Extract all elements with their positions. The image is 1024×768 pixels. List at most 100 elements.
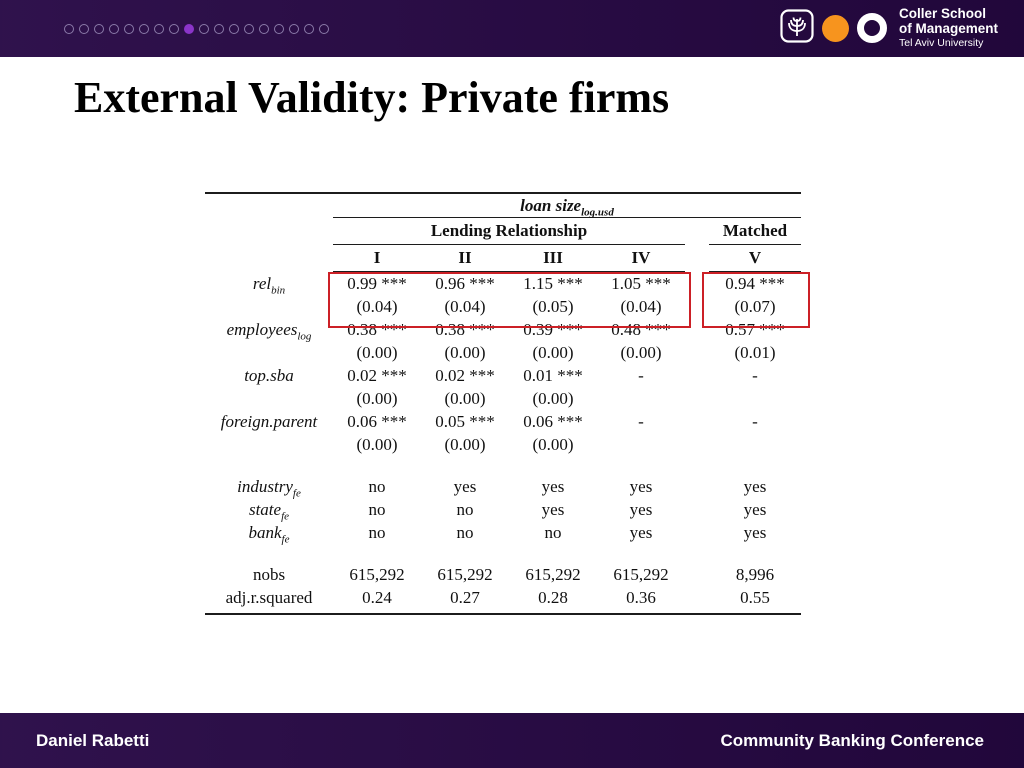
table-row: nobs 615,292 615,292 615,292 615,292 8,996 [205,544,801,586]
dependent-variable-header: loan sizelog.usd [333,192,801,219]
table-cell: yes [743,523,767,542]
progress-dot [259,23,269,34]
table-cell: (0.04) [620,297,662,316]
row-label-text: adj.r.squared [225,588,313,607]
progress-dot-active [184,23,194,34]
table-row: bankfe no no no yes yes [205,521,801,546]
row-label: statefe [205,498,333,523]
progress-dot [79,23,89,34]
table-cell: (0.00) [532,389,574,408]
table-cell: (0.00) [532,343,574,362]
column-header-row: I II III IV V [205,244,801,272]
table-cell [709,433,801,456]
table-cell: 0.57 *** [725,320,785,339]
table-row: industryfe no yes yes yes yes [205,456,801,499]
progress-dot [199,23,209,34]
table-row: adj.r.squared 0.24 0.27 0.28 0.36 0.55 [205,586,801,615]
tau-emblem-icon [780,9,814,48]
row-label-text: industry [237,477,293,496]
progress-dot [274,23,284,34]
row-label-subscript: fe [281,510,290,523]
row-label-empty [205,295,333,318]
group-header-lending-relationship: Lending Relationship [333,217,685,245]
row-label-empty [205,341,333,364]
results-table-body: relbin 0.99 *** 0.96 *** 1.15 *** 1.05 *** 0.… [205,272,801,615]
column-spacer [685,364,709,387]
progress-dot [229,23,239,34]
logo-line-3: Tel Aviv University [898,37,984,50]
row-label-text: nobs [252,565,286,584]
table-cell: yes [629,523,653,542]
row-label: relbin [205,272,333,296]
slide-title: External Validity: Private firms [74,73,670,122]
regression-table: loan sizelog.usd Lending Relationship Ma… [205,192,801,615]
column-spacer [685,245,709,272]
table-cell: (0.00) [356,389,398,408]
table-cell: (0.01) [734,343,776,362]
row-label-empty [205,433,333,456]
dependent-variable-subscript: log.usd [581,206,614,219]
table-cell: 0.38 *** [435,320,495,339]
row-label-subscript: bin [271,284,286,297]
progress-dot [319,23,329,34]
progress-dot [64,23,74,34]
column-header-4: IV [597,244,685,272]
table-cell: 0.36 [597,586,685,615]
table-row-standard-errors: (0.00) (0.00) (0.00) [205,387,801,410]
table-cell: 0.01 *** [523,366,583,385]
table-cell: 0.96 *** [435,274,495,293]
column-spacer [685,341,709,364]
table-cell: 615,292 [437,565,493,584]
progress-dot [124,23,134,34]
row-label-text: rel [252,274,272,293]
dependent-variable-name: loan size [520,196,582,215]
table-cell: 0.05 *** [435,412,495,431]
table-cell: 0.38 *** [347,320,407,339]
table-row-standard-errors: (0.04) (0.04) (0.05) (0.04) (0.07) [205,295,801,318]
empty-header-cell [205,218,333,245]
progress-dot [139,23,149,34]
table-row: foreign.parent 0.06 *** 0.05 *** 0.06 *** - - [205,410,801,433]
table-cell: 0.48 *** [611,320,671,339]
table-cell: 0.28 [509,586,597,615]
progress-dot [304,23,314,34]
table-cell: 0.99 *** [347,274,407,293]
table-cell: yes [541,477,565,496]
row-label-subscript: log [297,330,312,343]
table-cell: (0.00) [532,435,574,454]
row-label: adj.r.squared [205,586,333,615]
logo-line-2: of Management [898,20,998,36]
results-table-container: loan sizelog.usd Lending Relationship Ma… [205,192,801,615]
logo-text: Coller School of Management Tel Aviv Uni… [898,6,998,50]
table-cell: 1.05 *** [611,274,671,293]
table-cell: no [368,523,386,542]
bottom-bar: Daniel Rabetti Community Banking Confere… [0,713,1024,768]
logo-line-1: Coller School [898,6,986,22]
row-label: nobs [205,544,333,586]
table-cell: 615,292 [613,565,669,584]
column-header-1: I [333,244,421,272]
table-row-standard-errors: (0.00) (0.00) (0.00) (0.00) (0.01) [205,341,801,364]
progress-dots [64,23,329,34]
orange-circle-icon [821,14,849,42]
table-cell: (0.00) [444,343,486,362]
table-cell: 0.02 *** [435,366,495,385]
column-spacer [685,544,709,586]
table-cell: 0.27 [421,586,509,615]
table-cell: 8,996 [735,565,775,584]
table-cell: no [456,523,474,542]
footer-conference: Community Banking Conference [720,730,984,750]
row-label-subscript: fe [281,533,290,546]
table-cell: no [456,500,474,519]
table-cell: 615,292 [525,565,581,584]
table-row: relbin 0.99 *** 0.96 *** 1.15 *** 1.05 *** 0.… [205,272,801,296]
table-cell: (0.00) [444,435,486,454]
empty-header-cell [205,192,333,218]
dependent-variable-row: loan sizelog.usd [205,192,801,219]
column-spacer [685,521,709,544]
progress-dot [289,23,299,34]
table-cell [597,433,685,456]
table-cell: (0.04) [356,297,398,316]
table-cell: (0.04) [444,297,486,316]
column-header-3: III [509,244,597,272]
